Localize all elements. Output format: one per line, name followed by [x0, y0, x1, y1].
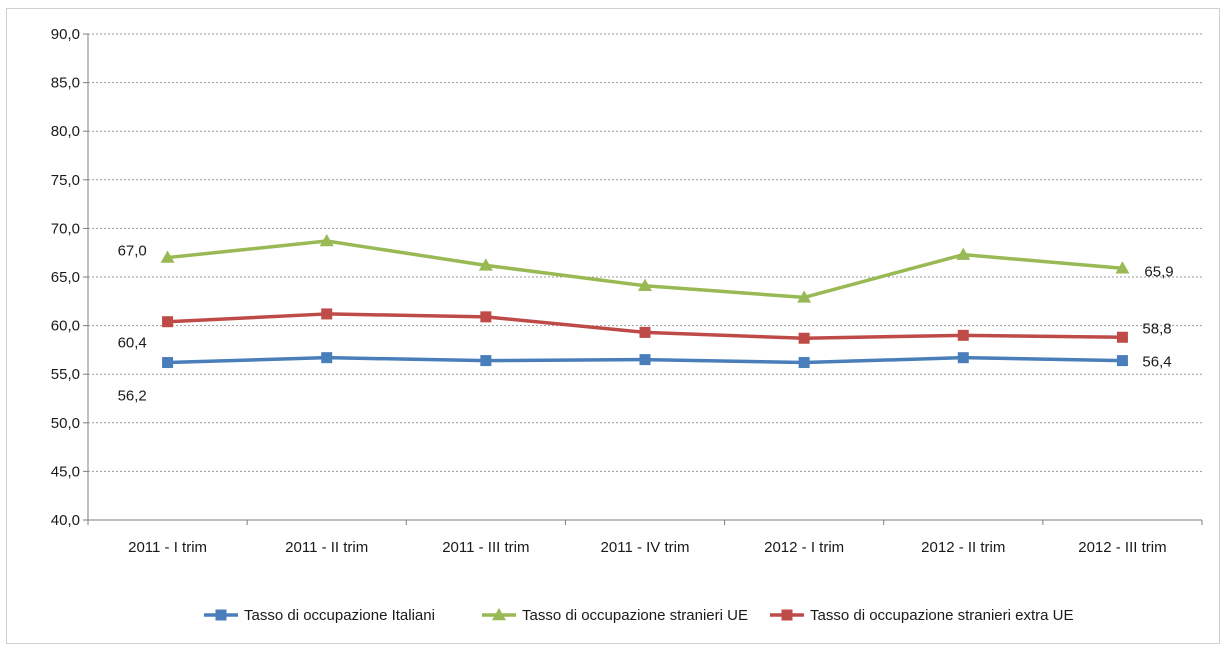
- data-point: [478, 258, 493, 271]
- data-label: 58,8: [1142, 320, 1171, 337]
- x-tick-label: 2011 - I trim: [128, 539, 207, 556]
- legend-label: Tasso di occupazione stranieri extra UE: [810, 607, 1073, 624]
- x-tick-label: 2012 - III trim: [1078, 539, 1166, 556]
- data-point: [160, 250, 175, 263]
- data-point: [639, 326, 651, 338]
- data-point: [639, 354, 651, 366]
- y-tick-label: 60,0: [51, 318, 80, 335]
- legend-item: Tasso di occupazione stranieri UE: [482, 607, 748, 624]
- series-group: [160, 234, 1130, 369]
- y-tick-labels: 40,0 45,0 50,0 55,0 60,0 65,0 70,0 75,0 80,0 85,0…: [51, 26, 80, 529]
- data-label: 65,9: [1144, 263, 1173, 280]
- data-point: [480, 355, 492, 367]
- data-point: [319, 234, 334, 247]
- data-label: 60,4: [118, 335, 147, 352]
- data-point: [1116, 331, 1128, 343]
- data-label: 67,0: [118, 243, 147, 260]
- series-1: [162, 352, 1128, 369]
- legend-label: Tasso di occupazione Italiani: [244, 607, 435, 624]
- data-point: [956, 247, 971, 260]
- legend-swatch-marker: [781, 609, 793, 621]
- data-point: [957, 329, 969, 341]
- legend: Tasso di occupazione Italiani Tasso di oc…: [204, 607, 1073, 624]
- data-label: 56,4: [1142, 354, 1171, 371]
- y-tick-label: 70,0: [51, 220, 80, 237]
- data-point: [957, 352, 969, 364]
- y-tick-label: 65,0: [51, 269, 80, 286]
- axes: [83, 33, 1203, 525]
- data-point: [321, 352, 333, 364]
- series-3: [162, 308, 1128, 344]
- x-tick-label: 2011 - IV trim: [601, 539, 690, 556]
- data-point: [321, 308, 333, 320]
- gridlines: [88, 33, 1202, 472]
- y-tick-label: 55,0: [51, 366, 80, 383]
- series-2: [160, 234, 1130, 303]
- data-point: [797, 290, 812, 303]
- data-point: [638, 278, 652, 291]
- y-tick-label: 85,0: [51, 75, 80, 92]
- data-point: [162, 357, 174, 369]
- data-point: [1116, 355, 1128, 367]
- legend-item: Tasso di occupazione Italiani: [204, 607, 435, 624]
- x-tick-label: 2011 - II trim: [285, 539, 368, 556]
- data-label: 56,2: [118, 388, 147, 405]
- legend-swatch-marker: [215, 609, 227, 621]
- legend-swatch-marker: [492, 608, 506, 621]
- legend-label: Tasso di occupazione stranieri UE: [522, 607, 748, 624]
- y-tick-label: 45,0: [51, 463, 80, 480]
- data-point: [798, 332, 810, 344]
- y-tick-label: 40,0: [51, 512, 80, 529]
- x-tick-label: 2012 - I trim: [764, 539, 844, 556]
- y-tick-label: 75,0: [51, 172, 80, 189]
- data-labels: 67,0 60,4 56,2 65,9 58,8 56,4: [118, 243, 1174, 405]
- y-tick-label: 50,0: [51, 415, 80, 432]
- data-point: [480, 311, 492, 323]
- data-point: [798, 357, 810, 369]
- x-tick-label: 2012 - II trim: [921, 539, 1005, 556]
- data-point: [162, 316, 174, 328]
- x-tick-labels: 2011 - I trim 2011 - II trim 2011 - III tr…: [128, 539, 1166, 556]
- y-tick-label: 90,0: [51, 26, 80, 43]
- legend-item: Tasso di occupazione stranieri extra UE: [770, 607, 1073, 624]
- y-tick-label: 80,0: [51, 123, 80, 140]
- data-point: [1115, 261, 1130, 274]
- x-tick-label: 2011 - III trim: [442, 539, 529, 556]
